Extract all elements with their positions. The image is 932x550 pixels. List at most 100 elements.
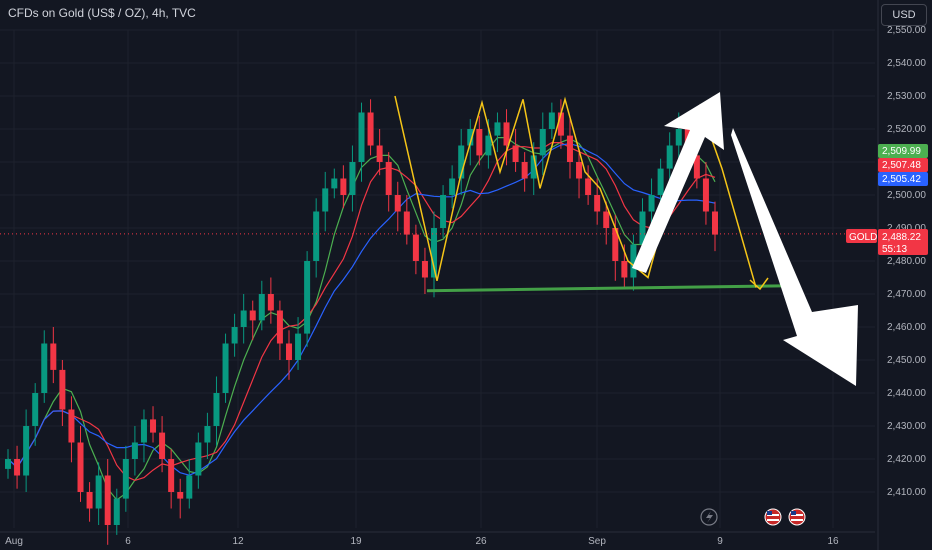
candle-body (494, 122, 501, 136)
candle-body (177, 492, 184, 499)
y-tick-label: 2,450.00 (887, 355, 926, 366)
candle-body (68, 409, 75, 443)
candle-body (313, 211, 320, 261)
candle-body (693, 155, 700, 179)
y-tick-label: 2,550.00 (887, 25, 926, 36)
candle-body (304, 261, 311, 334)
candle-body (322, 188, 329, 212)
candle-body (295, 333, 302, 360)
candle-body (648, 195, 655, 212)
flag-stripe (767, 514, 779, 516)
candle-body (77, 442, 84, 492)
candle-body (566, 135, 573, 162)
candle-body (195, 442, 202, 476)
candle-body (213, 393, 220, 426)
candle-body (521, 162, 528, 179)
candle-body (249, 310, 256, 321)
candle-body (340, 178, 347, 195)
event-icons (700, 508, 806, 526)
candle-body (32, 393, 39, 426)
candle-body (113, 498, 120, 525)
y-tick-label: 2,430.00 (887, 421, 926, 432)
y-tick-label: 2,480.00 (887, 256, 926, 267)
candle-body (276, 310, 283, 344)
flag-stripe (791, 519, 803, 521)
candle-body (557, 112, 564, 136)
symbol-tag (846, 229, 877, 243)
candle-body (168, 459, 175, 492)
y-tick-label: 2,420.00 (887, 454, 926, 465)
candle-body (14, 459, 21, 476)
x-tick-label: 12 (232, 536, 244, 547)
candle-body (186, 475, 193, 499)
candle-body (585, 178, 592, 195)
candle-body (440, 195, 447, 228)
ma-blue-tag-label: 2,505.42 (882, 174, 921, 185)
price-tags: 2,509.99 2,507.48 2,505.42 GOLD 2,488.2255:1… (846, 144, 928, 255)
candle-body (267, 294, 274, 311)
candle-body (467, 129, 474, 146)
candle-body (285, 343, 292, 360)
candle-body (150, 419, 157, 433)
y-axis: 2,410.00 2,420.00 2,430.00 2,440.00 2,450.00… (887, 25, 926, 498)
candle-body (712, 211, 718, 235)
candle-body (485, 135, 492, 156)
candle-body (512, 145, 519, 162)
candle-body (231, 327, 238, 344)
ma-blue-tag (878, 172, 928, 186)
currency-button[interactable]: USD (881, 4, 927, 26)
moving-averages (7, 137, 716, 501)
candle-body (131, 442, 138, 459)
candle-body (548, 112, 555, 129)
last-price-label: 2,488.22 (882, 232, 921, 243)
y-tick-label: 2,520.00 (887, 124, 926, 135)
candle-body (639, 211, 646, 245)
candle-body (666, 145, 673, 169)
pattern-arrowhead (749, 277, 769, 291)
candle-body (122, 459, 129, 499)
chart-title: CFDs on Gold (US$ / OZ), 4h, TVC (8, 6, 196, 20)
candle-body (59, 369, 66, 410)
candle-body (612, 228, 619, 261)
candle-body (5, 459, 11, 469)
flag-canton (791, 511, 796, 515)
candle-body (421, 261, 428, 278)
x-tick-label: Sep (588, 536, 606, 547)
candle-body (675, 129, 682, 146)
candle-body (539, 129, 546, 156)
candle-body (204, 426, 211, 443)
candle-body (41, 343, 48, 393)
x-tick-label: 19 (350, 536, 362, 547)
flag-stripe (791, 514, 803, 516)
candle-body (530, 155, 537, 179)
candle-body (458, 145, 465, 179)
y-tick-label: 2,470.00 (887, 289, 926, 300)
x-tick-label: 9 (717, 536, 723, 547)
candle-body (358, 112, 365, 162)
grid-lines (0, 0, 879, 550)
candle-body (331, 178, 338, 189)
lightning-icon[interactable] (700, 508, 718, 526)
y-tick-label: 2,500.00 (887, 190, 926, 201)
candle-body (431, 228, 438, 278)
ma-green-tag-label: 2,509.99 (882, 146, 921, 157)
candle-body (367, 112, 374, 146)
candle-body (104, 475, 111, 525)
lightning-glyph (706, 511, 713, 523)
candle-body (476, 129, 483, 156)
candle-body (258, 294, 265, 321)
candle-body (394, 195, 401, 212)
y-tick-label: 2,440.00 (887, 388, 926, 399)
y-tick-label: 2,410.00 (887, 487, 926, 498)
candle-body (657, 168, 664, 195)
y-tick-label: 2,460.00 (887, 322, 926, 333)
candle-body (140, 419, 147, 443)
y-tick-label: 2,530.00 (887, 91, 926, 102)
candle-body (503, 122, 510, 146)
candle-body (95, 475, 102, 509)
candle-body (222, 343, 229, 393)
candle-body (603, 211, 610, 228)
annotations (0, 92, 875, 386)
symbol-tag-label: GOLD (849, 232, 877, 243)
